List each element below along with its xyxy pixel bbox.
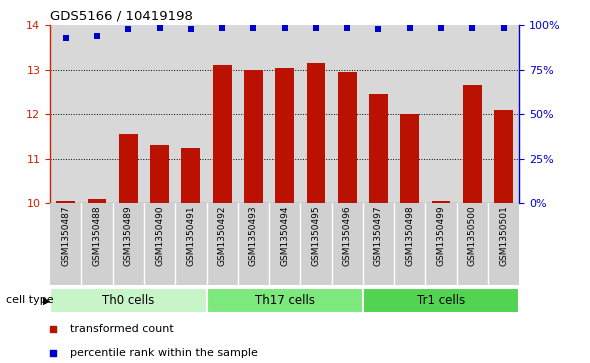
Bar bbox=[494, 110, 513, 203]
Text: GSM1350491: GSM1350491 bbox=[186, 206, 195, 266]
Bar bbox=[307, 63, 325, 203]
Text: Tr1 cells: Tr1 cells bbox=[417, 294, 465, 307]
Point bbox=[48, 350, 58, 355]
Point bbox=[186, 26, 196, 32]
Bar bbox=[88, 199, 106, 203]
Point bbox=[468, 25, 477, 30]
Point bbox=[155, 25, 164, 30]
Text: GDS5166 / 10419198: GDS5166 / 10419198 bbox=[50, 10, 193, 23]
Text: transformed count: transformed count bbox=[70, 324, 174, 334]
Bar bbox=[369, 94, 388, 203]
Bar bbox=[119, 134, 137, 203]
Bar bbox=[206, 288, 363, 313]
Point bbox=[312, 25, 321, 30]
Bar bbox=[363, 288, 519, 313]
Point bbox=[374, 26, 384, 32]
Bar bbox=[276, 68, 294, 203]
Text: percentile rank within the sample: percentile rank within the sample bbox=[70, 348, 258, 358]
Text: Th17 cells: Th17 cells bbox=[255, 294, 314, 307]
Text: GSM1350495: GSM1350495 bbox=[312, 206, 320, 266]
Bar bbox=[463, 85, 481, 203]
Bar bbox=[57, 201, 75, 203]
Point bbox=[61, 35, 71, 41]
Bar bbox=[182, 148, 200, 203]
Point bbox=[249, 25, 258, 30]
Text: cell type: cell type bbox=[6, 295, 54, 305]
Bar bbox=[213, 65, 231, 203]
Text: GSM1350489: GSM1350489 bbox=[124, 206, 133, 266]
Bar bbox=[244, 70, 263, 203]
Text: GSM1350496: GSM1350496 bbox=[343, 206, 352, 266]
Point bbox=[280, 25, 289, 30]
Point bbox=[92, 33, 102, 39]
Text: GSM1350488: GSM1350488 bbox=[93, 206, 101, 266]
Bar bbox=[432, 201, 450, 203]
Text: GSM1350492: GSM1350492 bbox=[218, 206, 227, 266]
Text: GSM1350501: GSM1350501 bbox=[499, 206, 508, 266]
Text: GSM1350490: GSM1350490 bbox=[155, 206, 164, 266]
Point bbox=[48, 326, 58, 332]
Point bbox=[342, 25, 352, 30]
Text: GSM1350494: GSM1350494 bbox=[280, 206, 289, 266]
Point bbox=[124, 26, 133, 32]
Text: ▶: ▶ bbox=[42, 295, 50, 305]
Bar bbox=[338, 72, 356, 203]
Text: Th0 cells: Th0 cells bbox=[102, 294, 155, 307]
Bar bbox=[50, 288, 206, 313]
Bar bbox=[401, 114, 419, 203]
Text: GSM1350500: GSM1350500 bbox=[468, 206, 477, 266]
Text: GSM1350487: GSM1350487 bbox=[61, 206, 70, 266]
Text: GSM1350493: GSM1350493 bbox=[249, 206, 258, 266]
Bar bbox=[150, 146, 169, 203]
Point bbox=[437, 25, 446, 30]
Point bbox=[499, 25, 509, 30]
Text: GSM1350498: GSM1350498 bbox=[405, 206, 414, 266]
Point bbox=[405, 25, 415, 30]
Point bbox=[218, 25, 227, 30]
Text: GSM1350497: GSM1350497 bbox=[374, 206, 383, 266]
Text: GSM1350499: GSM1350499 bbox=[437, 206, 445, 266]
